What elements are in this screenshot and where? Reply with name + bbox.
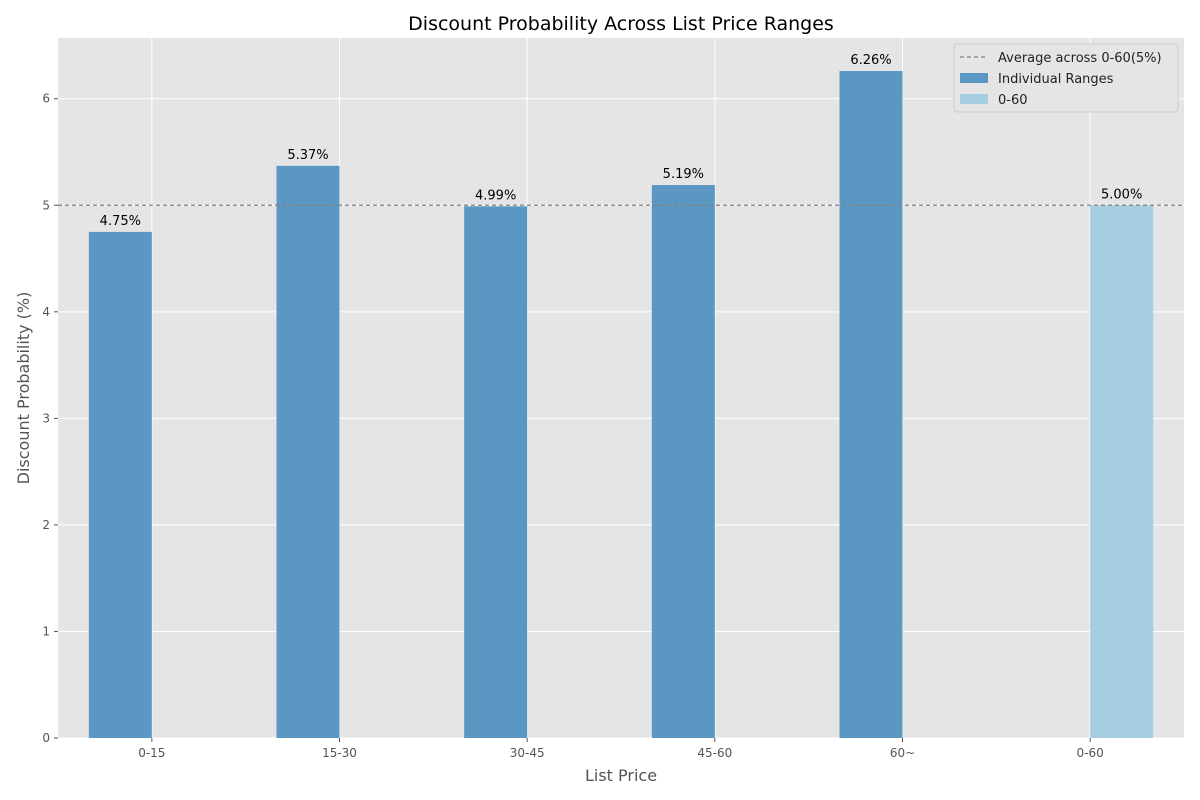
y-axis-title: Discount Probability (%) — [14, 292, 33, 485]
y-tick-label: 4 — [42, 305, 50, 319]
bar-value-label: 5.19% — [663, 167, 704, 182]
bar-individual-ranges-45-60 — [651, 185, 715, 738]
x-tick-label: 60~ — [890, 746, 915, 760]
legend-total-label: 0-60 — [998, 93, 1028, 108]
y-tick-label: 1 — [42, 624, 50, 638]
chart-title: Discount Probability Across List Price R… — [408, 13, 834, 35]
x-tick-label: 0-15 — [138, 746, 165, 760]
plot-area — [58, 38, 1184, 738]
x-tick-label: 30-45 — [510, 746, 545, 760]
bar-value-label: 5.37% — [287, 148, 328, 163]
legend-individual-swatch — [960, 73, 988, 83]
bars — [88, 71, 1154, 738]
bar-value-label: 4.75% — [100, 214, 141, 229]
legend: Average across 0-60(5%) Individual Range… — [953, 43, 1179, 113]
bar-individual-ranges-0-15 — [88, 231, 152, 738]
x-axis-title: List Price — [585, 766, 657, 785]
legend-reference-line-label: Average across 0-60(5%) — [998, 51, 1162, 66]
y-tick-label: 6 — [42, 92, 50, 106]
bar-value-label: 6.26% — [850, 53, 891, 68]
legend-individual-label: Individual Ranges — [998, 72, 1114, 87]
x-tick-label: 0-60 — [1077, 746, 1104, 760]
x-tick-label: 45-60 — [697, 746, 732, 760]
legend-box — [953, 43, 1179, 113]
bar-individual-ranges-15-30 — [276, 165, 340, 738]
y-tick-label: 2 — [42, 518, 50, 532]
bar-individual-ranges-30-45 — [464, 206, 528, 738]
bar-0-60-0-60 — [1090, 205, 1154, 738]
y-tick-label: 3 — [42, 411, 50, 425]
y-tick-label: 5 — [42, 198, 50, 212]
bar-individual-ranges-60- — [839, 71, 903, 738]
axes: 0 1 2 3 4 5 6 0-15 15-30 30-45 45-60 60~ 0-60 — [42, 92, 1103, 760]
y-tick-label: 0 — [42, 731, 50, 745]
bar-value-label: 4.99% — [475, 188, 516, 203]
x-tick-label: 15-30 — [322, 746, 357, 760]
legend-total-swatch — [960, 94, 988, 104]
bar-value-label: 5.00% — [1101, 187, 1142, 202]
bar-labels: 4.75% 5.37% 4.99% 5.19% 6.26% 5.00% — [100, 53, 1143, 229]
